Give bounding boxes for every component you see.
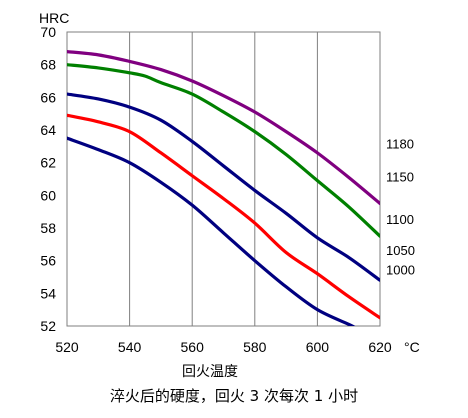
series-lines [67,50,380,326]
x-tick-label: 580 [243,339,267,355]
series-label-1150: 1150 [386,169,414,184]
x-axis-unit: °C [404,339,420,355]
series-line-1000 [67,136,356,326]
y-tick-label: 70 [40,24,56,40]
series-label-1100: 1100 [386,212,414,227]
x-tick-label: 620 [368,339,392,355]
y-tick-label: 58 [40,220,56,236]
y-tick-labels: 52 54 56 58 60 62 64 66 68 70 [40,24,56,334]
series-line-1050 [67,113,380,320]
y-tick-label: 56 [40,253,56,269]
series-label-1180: 1180 [386,137,414,152]
y-tick-label: 62 [40,155,56,171]
series-label-1000: 1000 [386,262,415,277]
x-axis-title: 回火温度 [182,363,238,379]
series-labels: 1180 1150 1100 1050 1000 [386,137,415,278]
y-tick-label: 52 [40,318,56,334]
y-tick-label: 66 [40,89,56,105]
chart-caption: 淬火后的硬度，回火 3 次每次 1 小时 [109,387,359,405]
series-line-1100 [67,92,380,282]
series-line-1180 [67,50,380,206]
plot-frame [66,31,381,327]
x-tick-label: 560 [181,339,205,355]
y-tick-label: 68 [40,57,56,73]
series-line-1150 [67,63,380,238]
y-axis-title: HRC [39,10,69,26]
series-label-1050: 1050 [386,243,415,258]
x-tick-label: 540 [118,339,142,355]
y-tick-label: 60 [40,187,56,203]
y-tick-label: 54 [40,285,56,301]
x-tick-label: 520 [55,339,79,355]
x-tick-label: 600 [306,339,330,355]
x-tick-labels: 520 540 560 580 600 620 [55,339,392,355]
y-tick-label: 64 [40,122,56,138]
